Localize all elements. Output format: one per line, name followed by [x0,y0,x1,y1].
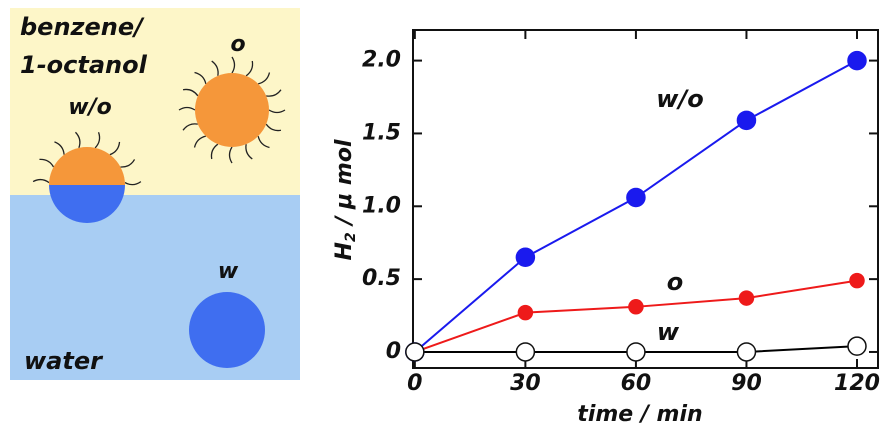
data-point [737,111,755,129]
x-tick-label: 30 [510,371,541,396]
series-label: o [667,268,684,296]
data-point [848,52,866,70]
y-axis-label-main: H [332,242,357,260]
diagram-label: w [218,259,239,284]
diagram: benzene/ 1-octanol o w/o w water [10,8,300,380]
diagram-label: o [230,32,245,57]
diagram-label: 1-octanol [20,51,148,79]
data-point [848,337,866,355]
y-tick-label: 1.0 [362,193,401,218]
chart: time / min H2 / μ mol 0 0.5 1.0 1.5 2.0 0 30 60… [332,30,880,427]
data-point [518,306,532,320]
y-tick-label: 1.5 [362,120,401,145]
diagram-label: water [24,347,104,375]
y-axis-label: H2 / μ mol [332,139,359,260]
data-point [850,274,864,288]
y-axis-label-rest: / μ mol [332,139,357,232]
series-line [415,281,857,352]
x-tick-label: 90 [731,371,762,396]
x-tick-label: 60 [621,371,652,396]
water-droplet [189,292,265,368]
oil-droplet [195,73,269,147]
x-axis-label: time / min [577,402,702,427]
data-point [627,343,645,361]
x-tick-label: 120 [834,371,880,396]
data-point [629,300,643,314]
y-tick-label: 2.0 [362,48,401,73]
diagram-label: benzene/ [20,13,145,41]
figure: benzene/ 1-octanol o w/o w water time / … [0,0,889,432]
data-point [406,343,424,361]
data-point [737,343,755,361]
data-point [516,343,534,361]
y-tick-label: 0 [386,339,401,364]
data-point [627,189,645,207]
y-axis-label-sub: 2 [343,232,359,242]
data-point [516,248,534,266]
diagram-label: w/o [68,95,111,120]
series-label: w [657,318,680,346]
data-point [739,291,753,305]
series-label: w/o [656,85,703,113]
y-tick-label: 0.5 [362,266,401,291]
x-tick-label: 0 [407,371,422,396]
